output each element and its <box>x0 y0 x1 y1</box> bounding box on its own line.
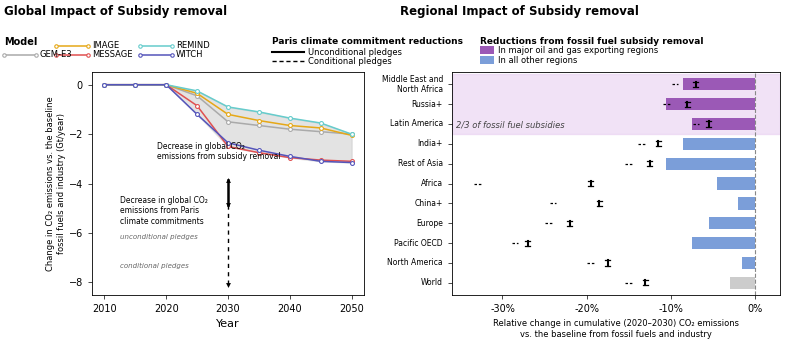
Bar <box>730 277 754 289</box>
Text: In major oil and gas exporting regions: In major oil and gas exporting regions <box>498 46 658 55</box>
Text: Model: Model <box>4 37 38 47</box>
Text: Decrease in global CO₂
emissions from subsidy removal: Decrease in global CO₂ emissions from su… <box>157 142 281 161</box>
Text: Regional Impact of Subsidy removal: Regional Impact of Subsidy removal <box>400 5 639 18</box>
X-axis label: Year: Year <box>216 319 240 329</box>
Text: unconditional pledges: unconditional pledges <box>120 234 198 240</box>
Text: In all other regions: In all other regions <box>498 55 577 65</box>
Text: Global Impact of Subsidy removal: Global Impact of Subsidy removal <box>4 5 227 18</box>
Y-axis label: Change in CO₂ emissions vs. the baseline
fossil fuels and industry (Gt/year): Change in CO₂ emissions vs. the baseline… <box>46 96 66 271</box>
Text: GEM-E3: GEM-E3 <box>40 50 73 59</box>
Text: Decrease in global CO₂
emissions from Paris
climate commitments: Decrease in global CO₂ emissions from Pa… <box>120 196 208 226</box>
Text: Reductions from fossil fuel subsidy removal: Reductions from fossil fuel subsidy remo… <box>480 37 703 46</box>
Text: Paris climate commitment reductions: Paris climate commitment reductions <box>272 37 463 46</box>
Bar <box>692 118 754 130</box>
Bar <box>692 237 754 249</box>
Text: Conditional pledges: Conditional pledges <box>308 57 392 66</box>
Text: REMIND: REMIND <box>176 41 210 50</box>
Text: 2/3 of fossil fuel subsidies: 2/3 of fossil fuel subsidies <box>456 120 565 130</box>
Text: WITCH: WITCH <box>176 50 203 59</box>
Bar <box>709 217 754 229</box>
Bar <box>452 74 780 134</box>
Text: Unconditional pledges: Unconditional pledges <box>308 48 402 57</box>
Bar <box>742 257 754 269</box>
X-axis label: Relative change in cumulative (2020–2030) CO₂ emissions
vs. the baseline from fo: Relative change in cumulative (2020–2030… <box>493 319 739 339</box>
Bar <box>683 138 754 150</box>
Bar <box>683 78 754 90</box>
Bar <box>666 98 754 110</box>
Bar <box>738 197 754 210</box>
Bar <box>717 178 754 190</box>
Text: MESSAGE: MESSAGE <box>92 50 133 59</box>
Text: IMAGE: IMAGE <box>92 41 119 50</box>
Text: conditional pledges: conditional pledges <box>120 263 189 269</box>
Bar <box>666 157 754 170</box>
